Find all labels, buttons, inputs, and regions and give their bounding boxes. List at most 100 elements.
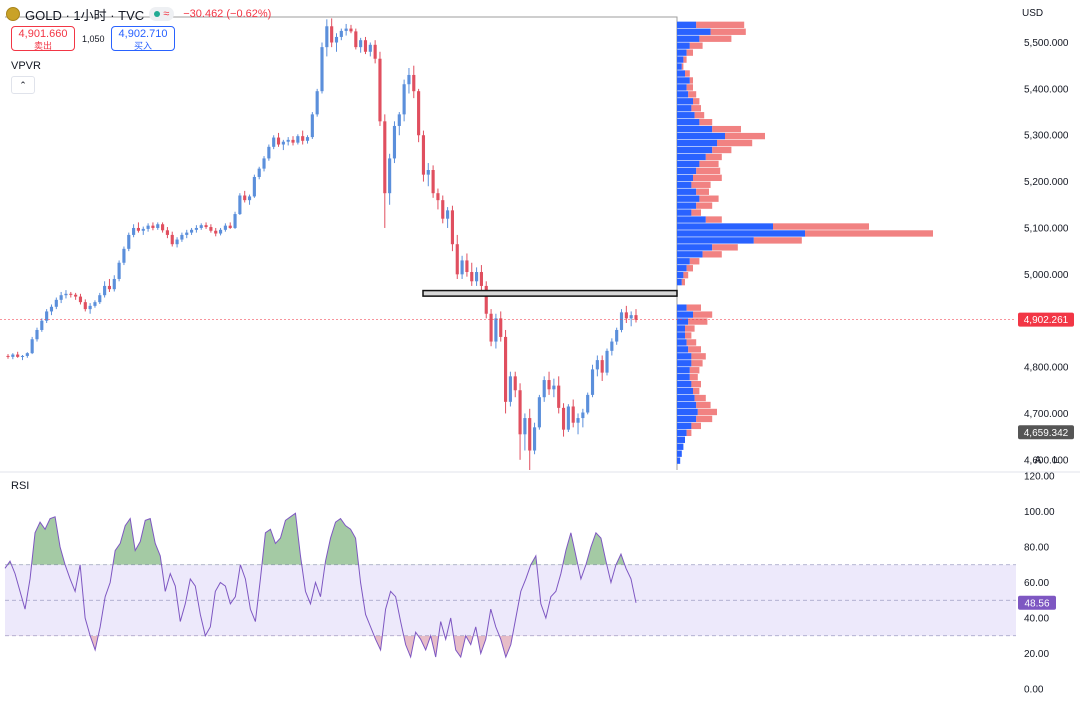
vpvr-up-bar	[677, 304, 687, 311]
vpvr-up-bar	[677, 415, 697, 423]
vpvr-down-bar	[689, 258, 700, 265]
rsi-value: 48.56	[1024, 598, 1049, 609]
candle-body	[16, 354, 20, 357]
candle-body	[262, 158, 266, 169]
candle-body	[446, 210, 450, 219]
candle-body	[107, 285, 112, 290]
candle-body	[238, 195, 242, 215]
candle-body	[325, 26, 329, 48]
vpvr-up-bar	[677, 401, 697, 409]
vpvr-up-bar	[677, 278, 682, 286]
candle-body	[378, 58, 382, 122]
vpvr-down-bar	[773, 223, 869, 230]
vpvr-down-bar	[688, 318, 708, 325]
candle-body	[619, 312, 624, 330]
candle-body	[204, 225, 208, 228]
auto-scale-button[interactable]: A	[1034, 455, 1042, 466]
candle-body	[93, 302, 97, 306]
vpvr-down-bar	[691, 380, 701, 388]
vpvr-up-bar	[677, 436, 685, 443]
vpvr-down-bar	[705, 216, 722, 223]
candle-body	[436, 193, 440, 201]
last-price-tag	[1018, 312, 1074, 327]
candle-body	[494, 318, 498, 342]
vpvr-up-bar	[677, 202, 697, 209]
candle-body	[161, 224, 165, 231]
candle-body	[247, 196, 252, 201]
vpvr-up-bar	[677, 353, 692, 360]
vpvr-indicator-label[interactable]: VPVR	[11, 60, 41, 72]
candle-body	[392, 125, 397, 159]
candle-body	[417, 91, 421, 136]
rsi-indicator-label[interactable]: RSI	[11, 480, 30, 492]
candle-body	[450, 210, 455, 245]
vpvr-up-bar	[677, 98, 693, 105]
vpvr-up-bar	[677, 49, 687, 56]
vpvr-up-bar	[677, 251, 703, 258]
vpvr-up-bar	[677, 188, 697, 195]
vpvr-up-bar	[677, 325, 685, 332]
rsi-axis-tick: 0.00	[1024, 685, 1044, 696]
vpvr-up-bar	[677, 70, 685, 77]
candle-body	[576, 418, 580, 423]
rsi-value-tag	[1018, 595, 1056, 610]
candle-body	[475, 272, 479, 282]
vpvr-up-bar	[677, 181, 692, 188]
vpvr-down-bar	[694, 112, 705, 119]
vpvr-down-bar	[753, 237, 802, 244]
market-open-dot-icon	[154, 11, 161, 17]
candle-body	[455, 244, 459, 275]
vpvr-down-bar	[685, 325, 695, 332]
vpvr-up-bar	[677, 132, 725, 140]
candle-body	[132, 227, 136, 235]
last-price-value: 4,902.261	[1024, 315, 1069, 326]
log-scale-button[interactable]: L	[1053, 455, 1059, 466]
candle-body	[320, 47, 324, 92]
symbol-title[interactable]: GOLD · 1小时 · TVC	[25, 7, 145, 23]
price-axis-tick: 5,300.000	[1024, 131, 1069, 142]
candle-body	[199, 225, 203, 228]
vpvr-down-bar	[717, 139, 753, 147]
candle-body	[11, 354, 15, 357]
buy-label: 买入	[133, 41, 152, 51]
candle-body	[175, 239, 179, 245]
candle-body	[359, 40, 363, 48]
level-price-value: 4,659.342	[1024, 428, 1069, 439]
candle-body	[624, 312, 628, 319]
vpvr-down-bar	[686, 265, 693, 272]
vpvr-down-bar	[688, 346, 701, 353]
price-axis-tick: 4,800.000	[1024, 363, 1069, 374]
candle-body	[30, 339, 34, 354]
candle-body	[523, 418, 527, 435]
vpvr-up-bar	[677, 272, 684, 279]
candle-body	[484, 285, 488, 314]
candle-body	[508, 376, 512, 402]
sell-button[interactable]: 4,901.660 卖出	[11, 26, 75, 51]
buy-button[interactable]: 4,902.710 买入	[111, 26, 175, 51]
candle-body	[373, 44, 377, 59]
candle-body	[557, 385, 561, 408]
vpvr-up-bar	[677, 56, 684, 63]
candle-body	[363, 40, 368, 52]
vpvr-down-bar	[712, 125, 741, 133]
currency-selector[interactable]: USD	[1022, 8, 1044, 19]
vpvr-up-bar	[677, 35, 700, 42]
vpvr-down-bar	[685, 70, 690, 77]
candle-body	[479, 272, 483, 286]
collapse-indicators-button[interactable]: ⌃	[11, 76, 35, 94]
candle-body	[388, 158, 392, 194]
vpvr-up-bar	[677, 105, 692, 112]
candle-body	[465, 260, 469, 273]
vpvr-down-bar	[685, 332, 692, 339]
vpvr-down-bar	[694, 394, 706, 402]
vpvr-down-bar	[686, 429, 692, 437]
candle-body	[189, 229, 194, 233]
candle-body	[59, 295, 63, 300]
price-axis-tick: 5,200.000	[1024, 177, 1069, 188]
candle-body	[35, 329, 39, 340]
market-status-pill[interactable]: ≈	[149, 7, 175, 21]
vpvr-down-bar	[712, 146, 732, 154]
candle-body	[98, 295, 102, 303]
